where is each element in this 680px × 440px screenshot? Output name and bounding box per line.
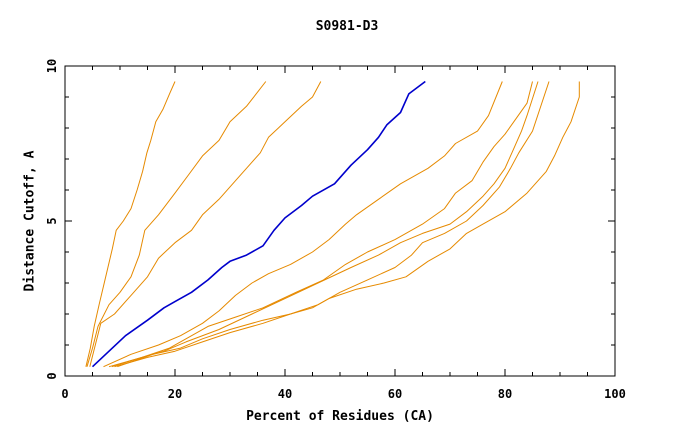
series-line (86, 81, 267, 367)
series-line (85, 81, 176, 367)
plot-area (64, 65, 616, 377)
x-tick-label: 0 (61, 387, 68, 401)
series-line-highlight (91, 80, 426, 368)
axis-ticks: 0 20 40 60 80 100 0 5 10 (45, 59, 626, 401)
series-line (103, 81, 503, 368)
x-axis-label: Percent of Residues (CA) (246, 409, 434, 424)
series-line (111, 81, 539, 368)
series-line (89, 81, 322, 367)
x-tick-label: 60 (388, 387, 402, 401)
y-tick-label: 10 (45, 59, 59, 73)
x-tick-label: 40 (278, 387, 292, 401)
plot-frame (64, 65, 616, 377)
series-layer (85, 80, 580, 368)
series-line (114, 81, 550, 368)
x-tick-label: 20 (168, 387, 182, 401)
y-axis-label: Distance Cutoff, A (23, 150, 38, 291)
y-tick-label: 0 (45, 372, 59, 379)
x-tick-label: 80 (498, 387, 512, 401)
y-tick-label: 5 (45, 217, 59, 224)
series-line (117, 81, 580, 368)
x-tick-label: 100 (604, 387, 626, 401)
chart-title: S0981-D3 (316, 19, 379, 34)
series-line (108, 81, 533, 368)
